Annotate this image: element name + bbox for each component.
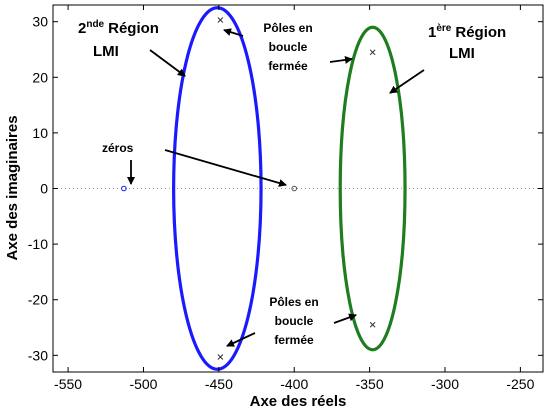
- y-tick-label: -20: [28, 292, 48, 308]
- y-tick-label: 0: [40, 181, 48, 197]
- x-tick-label: -550: [54, 376, 82, 392]
- y-tick-label: 10: [32, 125, 48, 141]
- zeros-arrow-right: [164, 149, 287, 187]
- region-2-label-main: Région: [108, 20, 159, 37]
- poles-top-label-line3: fermée: [268, 59, 308, 73]
- pole-marker-2: [369, 49, 376, 56]
- poles-bottom-label-line1: Pôles en: [269, 295, 318, 309]
- x-tick-label: -250: [506, 376, 534, 392]
- pole-marker-3: [369, 321, 376, 328]
- poles-bottom-label-line2: boucle: [275, 314, 314, 328]
- region-1-ellipse: [338, 25, 407, 352]
- poles-bottom-arrow-right: [333, 313, 357, 324]
- region-2-label-prefix: 2: [78, 20, 86, 37]
- region-2-label-sup: nde: [86, 19, 104, 30]
- y-axis-label: Axe des imaginaires: [4, 115, 21, 260]
- x-tick-label: -300: [431, 376, 459, 392]
- y-tick-label: -10: [28, 236, 48, 252]
- region-2-ellipse: [172, 6, 263, 371]
- poles-top-arrow-left: [223, 28, 244, 37]
- poles-top-label-line1: Pôles en: [263, 21, 312, 35]
- pole-marker-1: [217, 354, 224, 360]
- poles-top-arrow-right: [329, 55, 353, 64]
- region-1-label-sup: ère: [436, 23, 451, 34]
- region-1-label-prefix: 1: [428, 24, 436, 41]
- zero-marker-0: [121, 185, 127, 192]
- x-tick-label: -450: [205, 376, 233, 392]
- pole-marker-0: [217, 17, 224, 23]
- y-tick-label: 20: [32, 69, 48, 85]
- poles-bottom-label-line3: fermée: [274, 333, 314, 347]
- region-1-label-main: Région: [455, 24, 506, 41]
- poles-bottom-arrow-left: [226, 332, 256, 347]
- poles-top-label-line2: boucle: [269, 40, 308, 54]
- x-tick-label: -350: [356, 376, 384, 392]
- region-1-label-line2: LMI: [449, 45, 475, 62]
- zeros-label: zéros: [102, 141, 134, 155]
- x-tick-label: -500: [129, 376, 157, 392]
- region-1-arrow: [389, 69, 425, 94]
- region-2-label-line2: LMI: [93, 43, 119, 60]
- y-tick-label: 30: [32, 14, 48, 30]
- y-tick-label: -30: [28, 347, 48, 363]
- x-tick-label: -400: [280, 376, 308, 392]
- x-axis-label: Axe des réels: [250, 393, 347, 410]
- zero-marker-1: [291, 185, 298, 192]
- region-2-label: 2nde Région: [78, 19, 159, 37]
- region-2-arrow: [149, 49, 186, 77]
- region-1-label: 1ère Région: [428, 23, 506, 41]
